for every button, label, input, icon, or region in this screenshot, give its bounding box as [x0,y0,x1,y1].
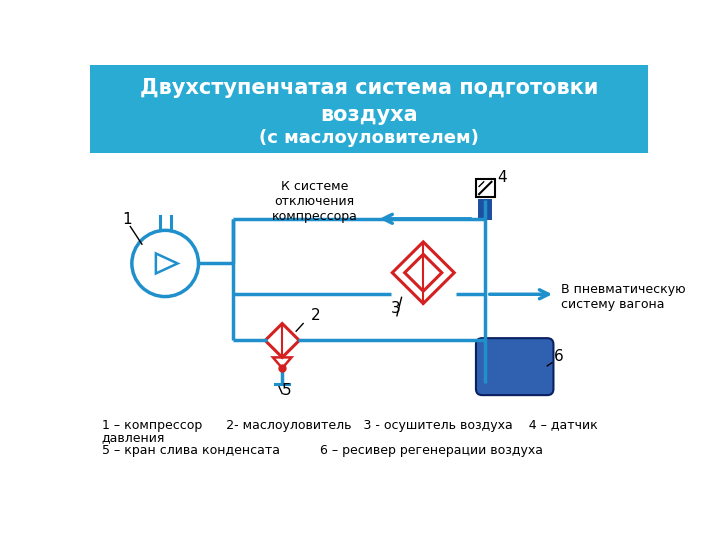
FancyBboxPatch shape [476,338,554,395]
Text: 2: 2 [311,308,320,323]
Text: К системе
отключения
компрессора: К системе отключения компрессора [272,180,358,224]
Text: (с маслоуловителем): (с маслоуловителем) [259,129,479,147]
Text: 1 – компрессор      2- маслоуловитель   3 - осушитель воздуха    4 – датчик: 1 – компрессор 2- маслоуловитель 3 - осу… [102,419,598,432]
Text: 6: 6 [554,349,563,364]
FancyBboxPatch shape [90,65,648,153]
Text: 5: 5 [282,383,292,398]
Text: давления: давления [102,431,165,444]
Text: 3: 3 [391,301,400,316]
Bar [476,179,495,197]
Text: 1: 1 [122,212,132,227]
Text: 5 – кран слива конденсата          6 – ресивер регенерации воздуха: 5 – кран слива конденсата 6 – ресивер ре… [102,444,543,457]
Text: 4: 4 [497,170,506,185]
Bar [478,199,492,220]
Text: воздуха: воздуха [320,105,418,125]
Text: Двухступенчатая система подготовки: Двухступенчатая система подготовки [140,78,598,98]
Text: В пневматическую
систему вагона: В пневматическую систему вагона [561,283,686,310]
